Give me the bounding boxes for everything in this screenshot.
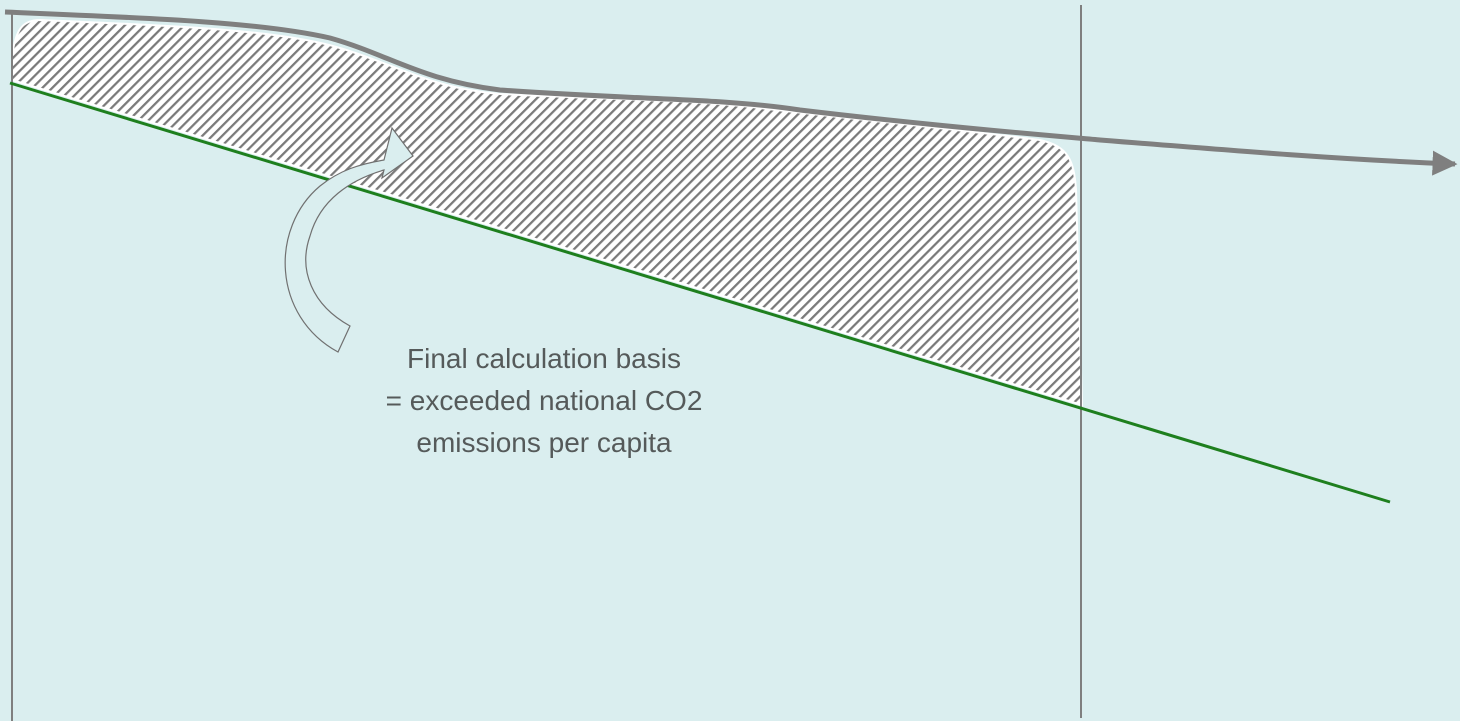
curved-callout-arrow	[284, 126, 414, 353]
annotation-line-1: Final calculation basis	[407, 343, 681, 374]
actual-emissions-curve	[4, 9, 1458, 176]
annotation-line-2: = exceeded national CO2	[386, 385, 703, 416]
exceeded-emissions-area	[11, 18, 1084, 407]
target-pathway-line	[9, 81, 1391, 504]
annotation-line-3: emissions per capita	[416, 427, 672, 458]
